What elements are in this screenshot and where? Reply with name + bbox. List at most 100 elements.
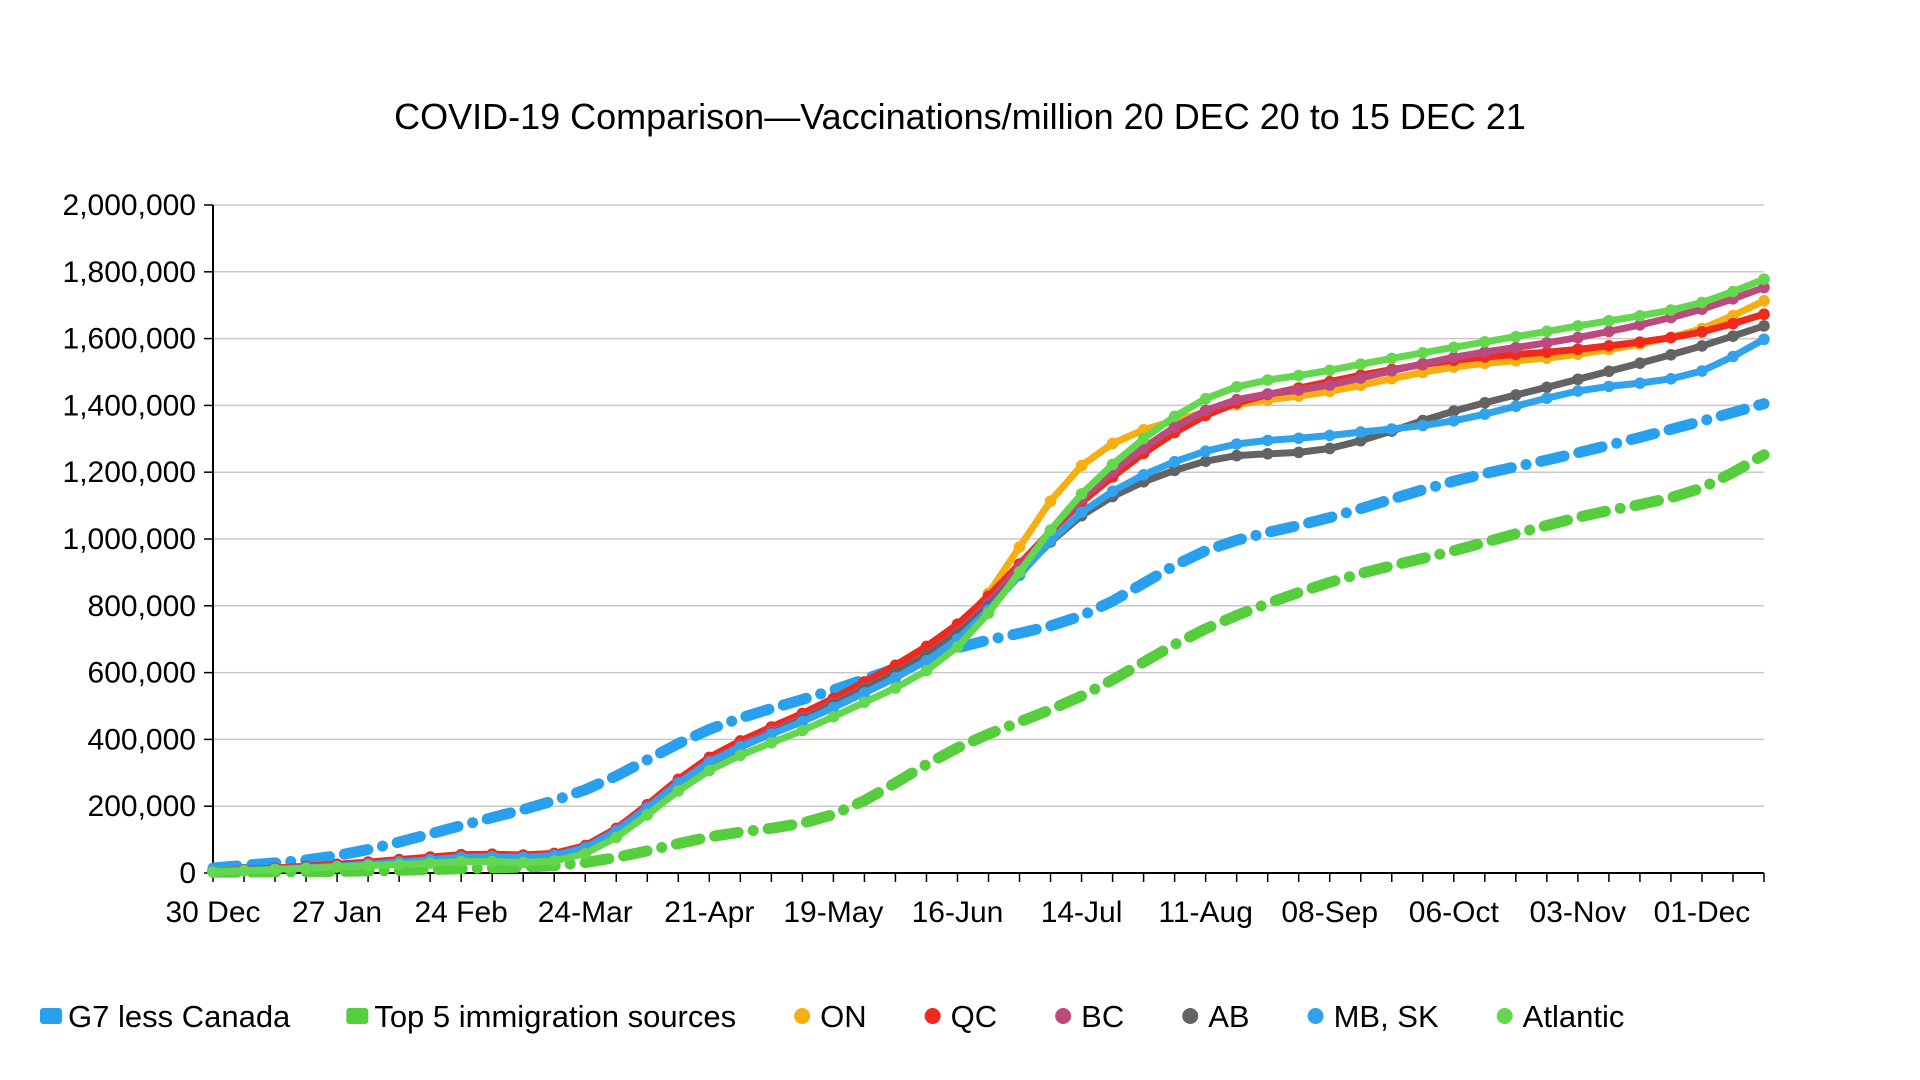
axes <box>204 204 1765 882</box>
series-marker <box>889 682 902 694</box>
series-marker <box>1541 325 1553 338</box>
series-marker <box>1634 377 1646 389</box>
series-top-5-immigration-sources <box>207 449 1770 878</box>
series-marker <box>1634 310 1646 322</box>
series-atlantic <box>207 273 1770 878</box>
series-marker <box>1758 308 1770 321</box>
series-marker <box>1541 346 1553 359</box>
series-marker <box>1013 541 1026 553</box>
y-tick-label: 1,000,000 <box>63 523 196 556</box>
series-line <box>209 284 1768 875</box>
series-marker <box>1323 379 1336 391</box>
series-marker <box>1323 442 1336 455</box>
series-marker <box>1479 336 1491 348</box>
series-marker <box>1044 524 1057 536</box>
x-tick-label: 14-Jul <box>1041 896 1123 929</box>
series-marker <box>1199 455 1212 467</box>
series-on <box>207 295 1770 877</box>
series-marker <box>1354 372 1367 384</box>
series-marker <box>486 855 498 868</box>
series-marker <box>1354 426 1367 438</box>
x-axis-labels: 30 Dec 27 Jan 24 Feb 24-Mar 21-Apr 19-May 16-J… <box>165 896 1750 929</box>
series-marker <box>1261 434 1274 447</box>
series-marker <box>1727 350 1739 363</box>
x-tick-label: 21-Apr <box>664 896 754 929</box>
legend-swatch-marker <box>794 1008 811 1024</box>
x-tick-label: 24 Feb <box>414 896 507 929</box>
series-marker <box>1323 364 1336 377</box>
series-marker <box>1292 384 1305 396</box>
legend-item-top-5-immigration-sources: Top 5 immigration sources <box>346 999 736 1034</box>
series-marker <box>1168 464 1181 477</box>
series-marker <box>1541 381 1553 394</box>
legend-item-mb-sk: MB, SK <box>1307 999 1439 1034</box>
series-marker <box>827 701 840 714</box>
series-marker <box>1354 358 1367 370</box>
legend-item-bc: BC <box>1055 999 1124 1034</box>
series-marker <box>951 641 964 653</box>
series-marker <box>238 864 250 877</box>
x-tick-label: 03-Nov <box>1530 896 1627 929</box>
series-marker <box>889 672 902 684</box>
legend-swatch-marker <box>924 1008 941 1024</box>
series-marker <box>1572 343 1584 356</box>
series-marker <box>1199 392 1212 405</box>
series-marker <box>455 855 467 868</box>
series-marker <box>1199 445 1212 457</box>
series-marker <box>1230 381 1243 393</box>
series-marker <box>1385 365 1398 377</box>
series-marker <box>1572 320 1584 332</box>
series-marker <box>1510 330 1522 343</box>
series-marker <box>1168 455 1181 468</box>
series-marker <box>1416 419 1429 432</box>
series-marker <box>1541 337 1553 349</box>
series-marker <box>765 728 778 740</box>
series-marker <box>1354 434 1367 447</box>
series-marker <box>641 809 654 821</box>
series-marker <box>1137 432 1150 445</box>
legend-swatch-marker <box>1496 1008 1513 1024</box>
series-marker <box>1168 410 1181 423</box>
series-marker <box>858 696 871 709</box>
series-line <box>207 449 1770 878</box>
series-marker <box>1385 423 1398 435</box>
series-marker <box>920 654 933 667</box>
legend-label: ON <box>820 999 867 1034</box>
y-tick-label: 1,200,000 <box>63 456 196 489</box>
series-marker <box>1758 273 1770 285</box>
series-marker <box>1727 285 1739 298</box>
series-marker <box>393 858 405 871</box>
x-tick-label: 19-May <box>783 896 883 929</box>
series-marker <box>424 857 436 869</box>
series-marker <box>1665 349 1677 361</box>
series-lines <box>207 273 1770 878</box>
series-marker <box>1510 389 1522 401</box>
series-marker <box>1572 373 1584 386</box>
series-marker <box>1261 388 1274 400</box>
series-g7-less-canada <box>207 398 1770 874</box>
y-tick-label: 1,800,000 <box>63 256 196 289</box>
series-marker <box>858 687 871 699</box>
series-marker <box>1479 408 1491 420</box>
series-marker <box>1603 325 1615 338</box>
legend-label: Atlantic <box>1523 999 1625 1034</box>
chart-title: COVID-19 Comparison—Vaccinations/million… <box>394 96 1526 137</box>
legend-label: BC <box>1081 999 1124 1034</box>
series-marker <box>703 764 716 777</box>
x-tick-label: 11-Aug <box>1158 896 1253 929</box>
series-marker <box>1603 365 1615 378</box>
series-marker <box>1758 320 1770 332</box>
series-marker <box>1665 373 1677 385</box>
legend-label: AB <box>1208 999 1249 1034</box>
legend-item-qc: QC <box>924 999 997 1034</box>
series-marker <box>920 664 933 677</box>
series-bc <box>207 281 1770 878</box>
series-marker <box>1603 340 1615 352</box>
series-marker <box>1448 341 1460 354</box>
legend-swatch-dash <box>40 1008 62 1024</box>
series-marker <box>1106 437 1119 450</box>
series-marker <box>1634 336 1646 348</box>
legend-swatch-dash <box>346 1008 369 1024</box>
